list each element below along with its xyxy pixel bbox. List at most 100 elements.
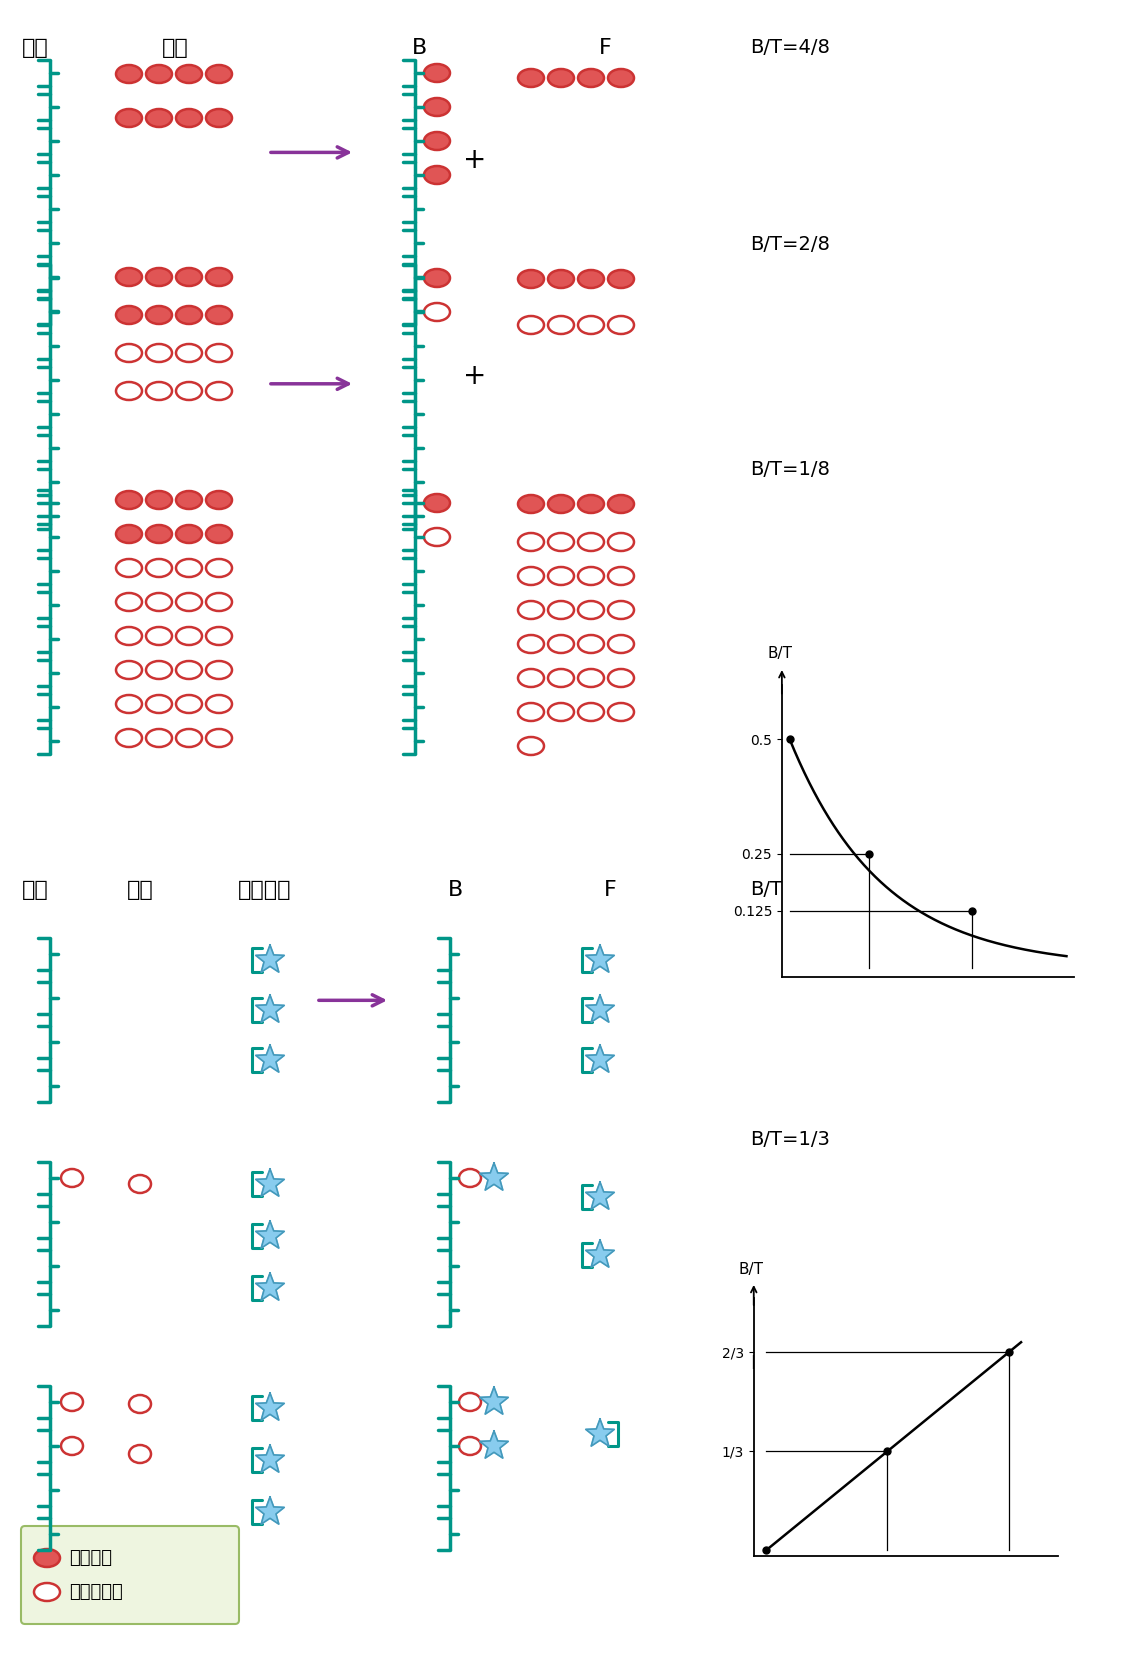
Ellipse shape <box>424 99 450 115</box>
Ellipse shape <box>146 524 172 543</box>
Text: B/T=0/3: B/T=0/3 <box>750 880 830 898</box>
Ellipse shape <box>459 1169 481 1187</box>
Ellipse shape <box>116 661 142 680</box>
Ellipse shape <box>608 533 634 551</box>
Ellipse shape <box>116 695 142 713</box>
Ellipse shape <box>146 267 172 286</box>
Ellipse shape <box>578 703 604 721</box>
Ellipse shape <box>424 165 450 184</box>
Text: F: F <box>598 38 611 58</box>
Ellipse shape <box>176 730 202 746</box>
Text: 標識抗体: 標識抗体 <box>238 880 291 900</box>
Polygon shape <box>255 1273 285 1301</box>
Polygon shape <box>255 945 285 972</box>
Ellipse shape <box>116 593 142 611</box>
Ellipse shape <box>424 494 450 513</box>
Ellipse shape <box>206 593 232 611</box>
Ellipse shape <box>34 1583 60 1602</box>
Ellipse shape <box>548 601 574 620</box>
Ellipse shape <box>176 382 202 401</box>
Ellipse shape <box>608 568 634 584</box>
Ellipse shape <box>206 661 232 680</box>
Ellipse shape <box>116 65 142 84</box>
Ellipse shape <box>578 568 604 584</box>
Ellipse shape <box>518 736 544 755</box>
Text: +: + <box>464 362 487 389</box>
Polygon shape <box>255 1445 285 1473</box>
Ellipse shape <box>578 601 604 620</box>
Ellipse shape <box>518 68 544 87</box>
Ellipse shape <box>206 559 232 578</box>
Ellipse shape <box>578 533 604 551</box>
Text: B/T=4/8: B/T=4/8 <box>750 38 830 57</box>
Ellipse shape <box>206 695 232 713</box>
Ellipse shape <box>578 271 604 287</box>
Ellipse shape <box>548 703 574 721</box>
Ellipse shape <box>518 568 544 584</box>
Ellipse shape <box>146 730 172 746</box>
Ellipse shape <box>459 1436 481 1455</box>
Ellipse shape <box>608 601 634 620</box>
Ellipse shape <box>206 626 232 645</box>
Ellipse shape <box>548 494 574 513</box>
Polygon shape <box>586 1182 614 1209</box>
Ellipse shape <box>116 109 142 127</box>
Ellipse shape <box>129 1445 151 1463</box>
Ellipse shape <box>176 109 202 127</box>
Ellipse shape <box>116 559 142 578</box>
Ellipse shape <box>176 593 202 611</box>
Ellipse shape <box>548 533 574 551</box>
Ellipse shape <box>146 491 172 509</box>
Polygon shape <box>586 1045 614 1072</box>
Ellipse shape <box>146 593 172 611</box>
Ellipse shape <box>578 670 604 686</box>
Ellipse shape <box>146 695 172 713</box>
Ellipse shape <box>61 1436 83 1455</box>
Text: 抗体: 抗体 <box>21 38 48 58</box>
Polygon shape <box>479 1388 508 1414</box>
Polygon shape <box>586 995 614 1022</box>
Ellipse shape <box>424 63 450 82</box>
Text: 抗原: 抗原 <box>162 38 188 58</box>
Ellipse shape <box>424 132 450 150</box>
Text: B: B <box>413 38 428 58</box>
Ellipse shape <box>548 316 574 334</box>
Ellipse shape <box>548 635 574 653</box>
Ellipse shape <box>578 494 604 513</box>
Ellipse shape <box>146 559 172 578</box>
Ellipse shape <box>206 730 232 746</box>
Polygon shape <box>255 1045 285 1072</box>
Ellipse shape <box>608 68 634 87</box>
Ellipse shape <box>206 267 232 286</box>
Ellipse shape <box>206 344 232 362</box>
Polygon shape <box>586 1420 614 1446</box>
Ellipse shape <box>176 344 202 362</box>
Ellipse shape <box>129 1394 151 1413</box>
Polygon shape <box>255 995 285 1022</box>
Text: B/T=1/3: B/T=1/3 <box>750 1131 830 1149</box>
Text: B/T=2/3: B/T=2/3 <box>750 1354 830 1373</box>
Ellipse shape <box>176 661 202 680</box>
Ellipse shape <box>424 302 450 321</box>
Ellipse shape <box>116 730 142 746</box>
Ellipse shape <box>424 269 450 287</box>
Ellipse shape <box>176 626 202 645</box>
Ellipse shape <box>518 271 544 287</box>
Ellipse shape <box>176 267 202 286</box>
Ellipse shape <box>61 1169 83 1187</box>
Polygon shape <box>479 1162 508 1191</box>
Text: 抗体: 抗体 <box>21 880 48 900</box>
Polygon shape <box>255 1496 285 1525</box>
Ellipse shape <box>34 1550 60 1566</box>
Ellipse shape <box>608 316 634 334</box>
Polygon shape <box>255 1169 285 1196</box>
Ellipse shape <box>608 494 634 513</box>
Text: +: + <box>464 147 487 174</box>
Ellipse shape <box>176 306 202 324</box>
Text: B/T=2/8: B/T=2/8 <box>750 235 830 254</box>
Ellipse shape <box>548 568 574 584</box>
Ellipse shape <box>518 670 544 686</box>
Ellipse shape <box>176 491 202 509</box>
FancyBboxPatch shape <box>21 1526 238 1623</box>
Text: 非標識抗原: 非標識抗原 <box>69 1583 123 1602</box>
